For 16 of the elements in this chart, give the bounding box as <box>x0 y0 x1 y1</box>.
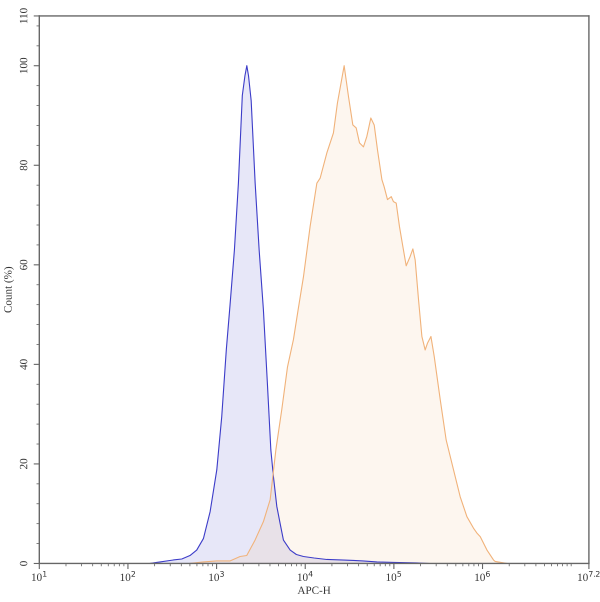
y-tick-label: 110 <box>20 8 28 24</box>
x-tick-label: 10$^{4}$ <box>298 570 313 581</box>
x-tick-label: 10$^{6}$ <box>475 570 490 582</box>
x-tick-label: 10$^{1}$ <box>32 570 46 581</box>
y-tick-label: 0 <box>20 561 28 566</box>
y-tick-label: 20 <box>20 458 28 469</box>
x-tick-label: 10$^{2}$ <box>120 570 136 582</box>
y-axis-title: Count (%) <box>4 266 14 313</box>
x-tick-label: 10$^{7.2}$ <box>578 570 600 582</box>
y-tick-label: 40 <box>20 359 28 370</box>
x-tick-label: 10$^{3}$ <box>209 570 224 582</box>
x-axis-title: APC-H <box>298 586 330 594</box>
y-tick-label: 60 <box>20 260 28 270</box>
y-tick-label: 100 <box>20 58 28 74</box>
y-tick-label: 80 <box>20 160 28 170</box>
x-tick-label: 10$^{5}$ <box>386 570 402 581</box>
